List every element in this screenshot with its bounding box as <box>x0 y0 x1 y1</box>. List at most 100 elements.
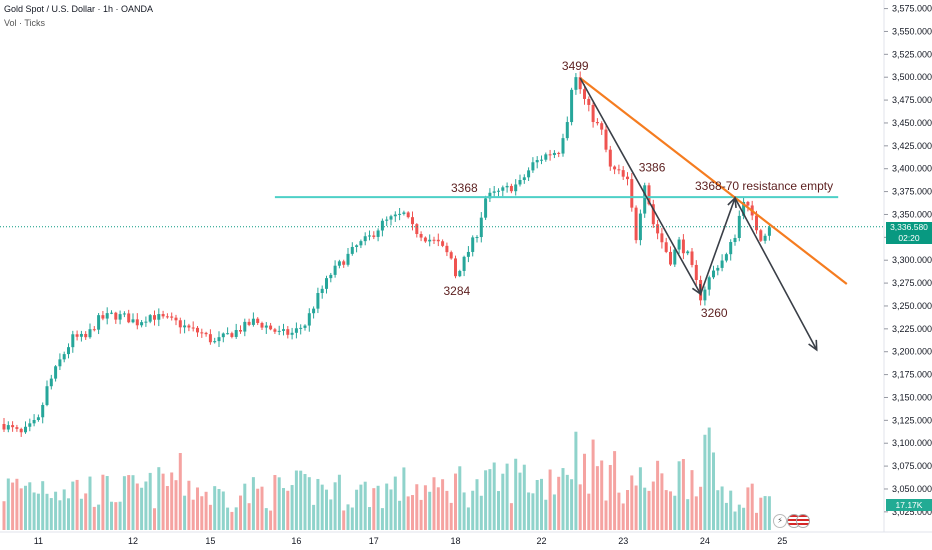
volume-bar <box>755 512 758 530</box>
candle-body <box>664 242 668 252</box>
candle-body <box>458 270 462 277</box>
candle-body <box>165 316 169 318</box>
flag-icon-2[interactable] <box>796 514 810 528</box>
x-tick-label: 16 <box>291 536 301 546</box>
volume-bar <box>114 502 118 530</box>
candle-body <box>346 253 350 265</box>
y-tick-label: 3,050.000 <box>892 484 932 494</box>
candle-body <box>131 319 135 323</box>
candle-body <box>105 313 109 319</box>
candle-body <box>256 318 260 323</box>
volume-bar <box>385 483 389 530</box>
candle-body <box>527 170 531 178</box>
volume-bar <box>638 467 642 530</box>
volume-bar <box>174 480 178 530</box>
candle-body <box>161 314 165 317</box>
candle-body <box>724 254 728 261</box>
candle-body <box>587 98 591 105</box>
volume-bar <box>673 495 677 530</box>
volume-bar <box>105 476 109 530</box>
candle-body <box>273 329 277 332</box>
candle-body <box>578 77 582 90</box>
candle-body <box>638 213 642 241</box>
volume-bar <box>337 474 341 530</box>
volume-bar <box>312 504 316 530</box>
volume-bar <box>200 496 204 530</box>
volume-bar <box>320 484 324 530</box>
candle-body <box>604 129 608 150</box>
volume-bar <box>62 489 66 530</box>
candle-body <box>707 277 711 290</box>
candle-body <box>475 237 479 239</box>
candle-body <box>669 251 672 265</box>
volume-bar <box>54 491 58 530</box>
volume-bar <box>36 493 40 530</box>
volume-bar <box>475 479 479 530</box>
candle-body <box>617 169 621 171</box>
candle-body <box>449 252 453 259</box>
candle-body <box>277 330 281 332</box>
candle-body <box>677 239 681 250</box>
volume-bar <box>325 489 328 530</box>
volume-bar <box>204 491 208 530</box>
x-tick-label: 22 <box>536 536 546 546</box>
candle-body <box>307 313 311 326</box>
x-tick-label: 25 <box>777 536 787 546</box>
lightning-icon[interactable]: ⚡ <box>773 514 787 528</box>
arrow-head-down-2 <box>808 339 818 352</box>
candle-body <box>656 224 660 234</box>
x-tick-label: 15 <box>205 536 215 546</box>
candle-body <box>372 235 376 237</box>
annotation-label: 3499 <box>562 59 589 73</box>
volume-bar <box>570 479 574 530</box>
candle-body <box>32 420 36 424</box>
volume-bar <box>346 504 350 530</box>
candle-body <box>41 404 45 418</box>
volume-bar <box>471 490 475 530</box>
candle-body <box>303 325 307 328</box>
volume-bar <box>58 500 62 530</box>
volume-bar <box>716 490 720 530</box>
volume-bar <box>148 472 152 530</box>
volume-bar <box>677 461 681 530</box>
candle-body <box>690 251 694 265</box>
volume-bar <box>750 483 754 530</box>
volume-bar <box>742 507 746 530</box>
candle-body <box>509 185 513 192</box>
volume-bar <box>28 482 32 530</box>
volume-bar <box>178 453 182 530</box>
volume-bar <box>118 501 122 530</box>
volume-bar <box>363 481 367 530</box>
candle-body <box>67 347 70 355</box>
volume-bar <box>71 481 75 530</box>
volume-bar <box>140 487 144 530</box>
volume-bar <box>24 485 27 530</box>
candle-body <box>114 312 118 320</box>
volume-bar <box>221 491 225 530</box>
candle-body <box>393 214 397 217</box>
candle-body <box>583 89 586 99</box>
volume-bar <box>230 511 234 530</box>
volume-bar <box>398 500 402 530</box>
volume-bar <box>621 503 625 530</box>
candle-body <box>294 328 298 333</box>
candle-body <box>200 332 204 334</box>
candle-body <box>767 227 771 236</box>
volume-bar <box>153 508 156 530</box>
volume-bar <box>656 460 660 530</box>
volume-bar <box>11 482 15 530</box>
candle-body <box>398 213 402 215</box>
volume-bar <box>767 496 771 530</box>
volume-bar <box>488 469 492 530</box>
candle-body <box>19 428 23 433</box>
volume-bar <box>419 499 423 530</box>
volume-bar <box>208 504 212 530</box>
y-tick-label: 3,500.000 <box>892 72 932 82</box>
candle-body <box>36 417 40 421</box>
candle-body <box>432 239 436 241</box>
volume-bar <box>329 499 333 530</box>
candle-body <box>239 330 242 332</box>
candle-body <box>634 207 638 241</box>
volume-bar <box>2 501 6 530</box>
